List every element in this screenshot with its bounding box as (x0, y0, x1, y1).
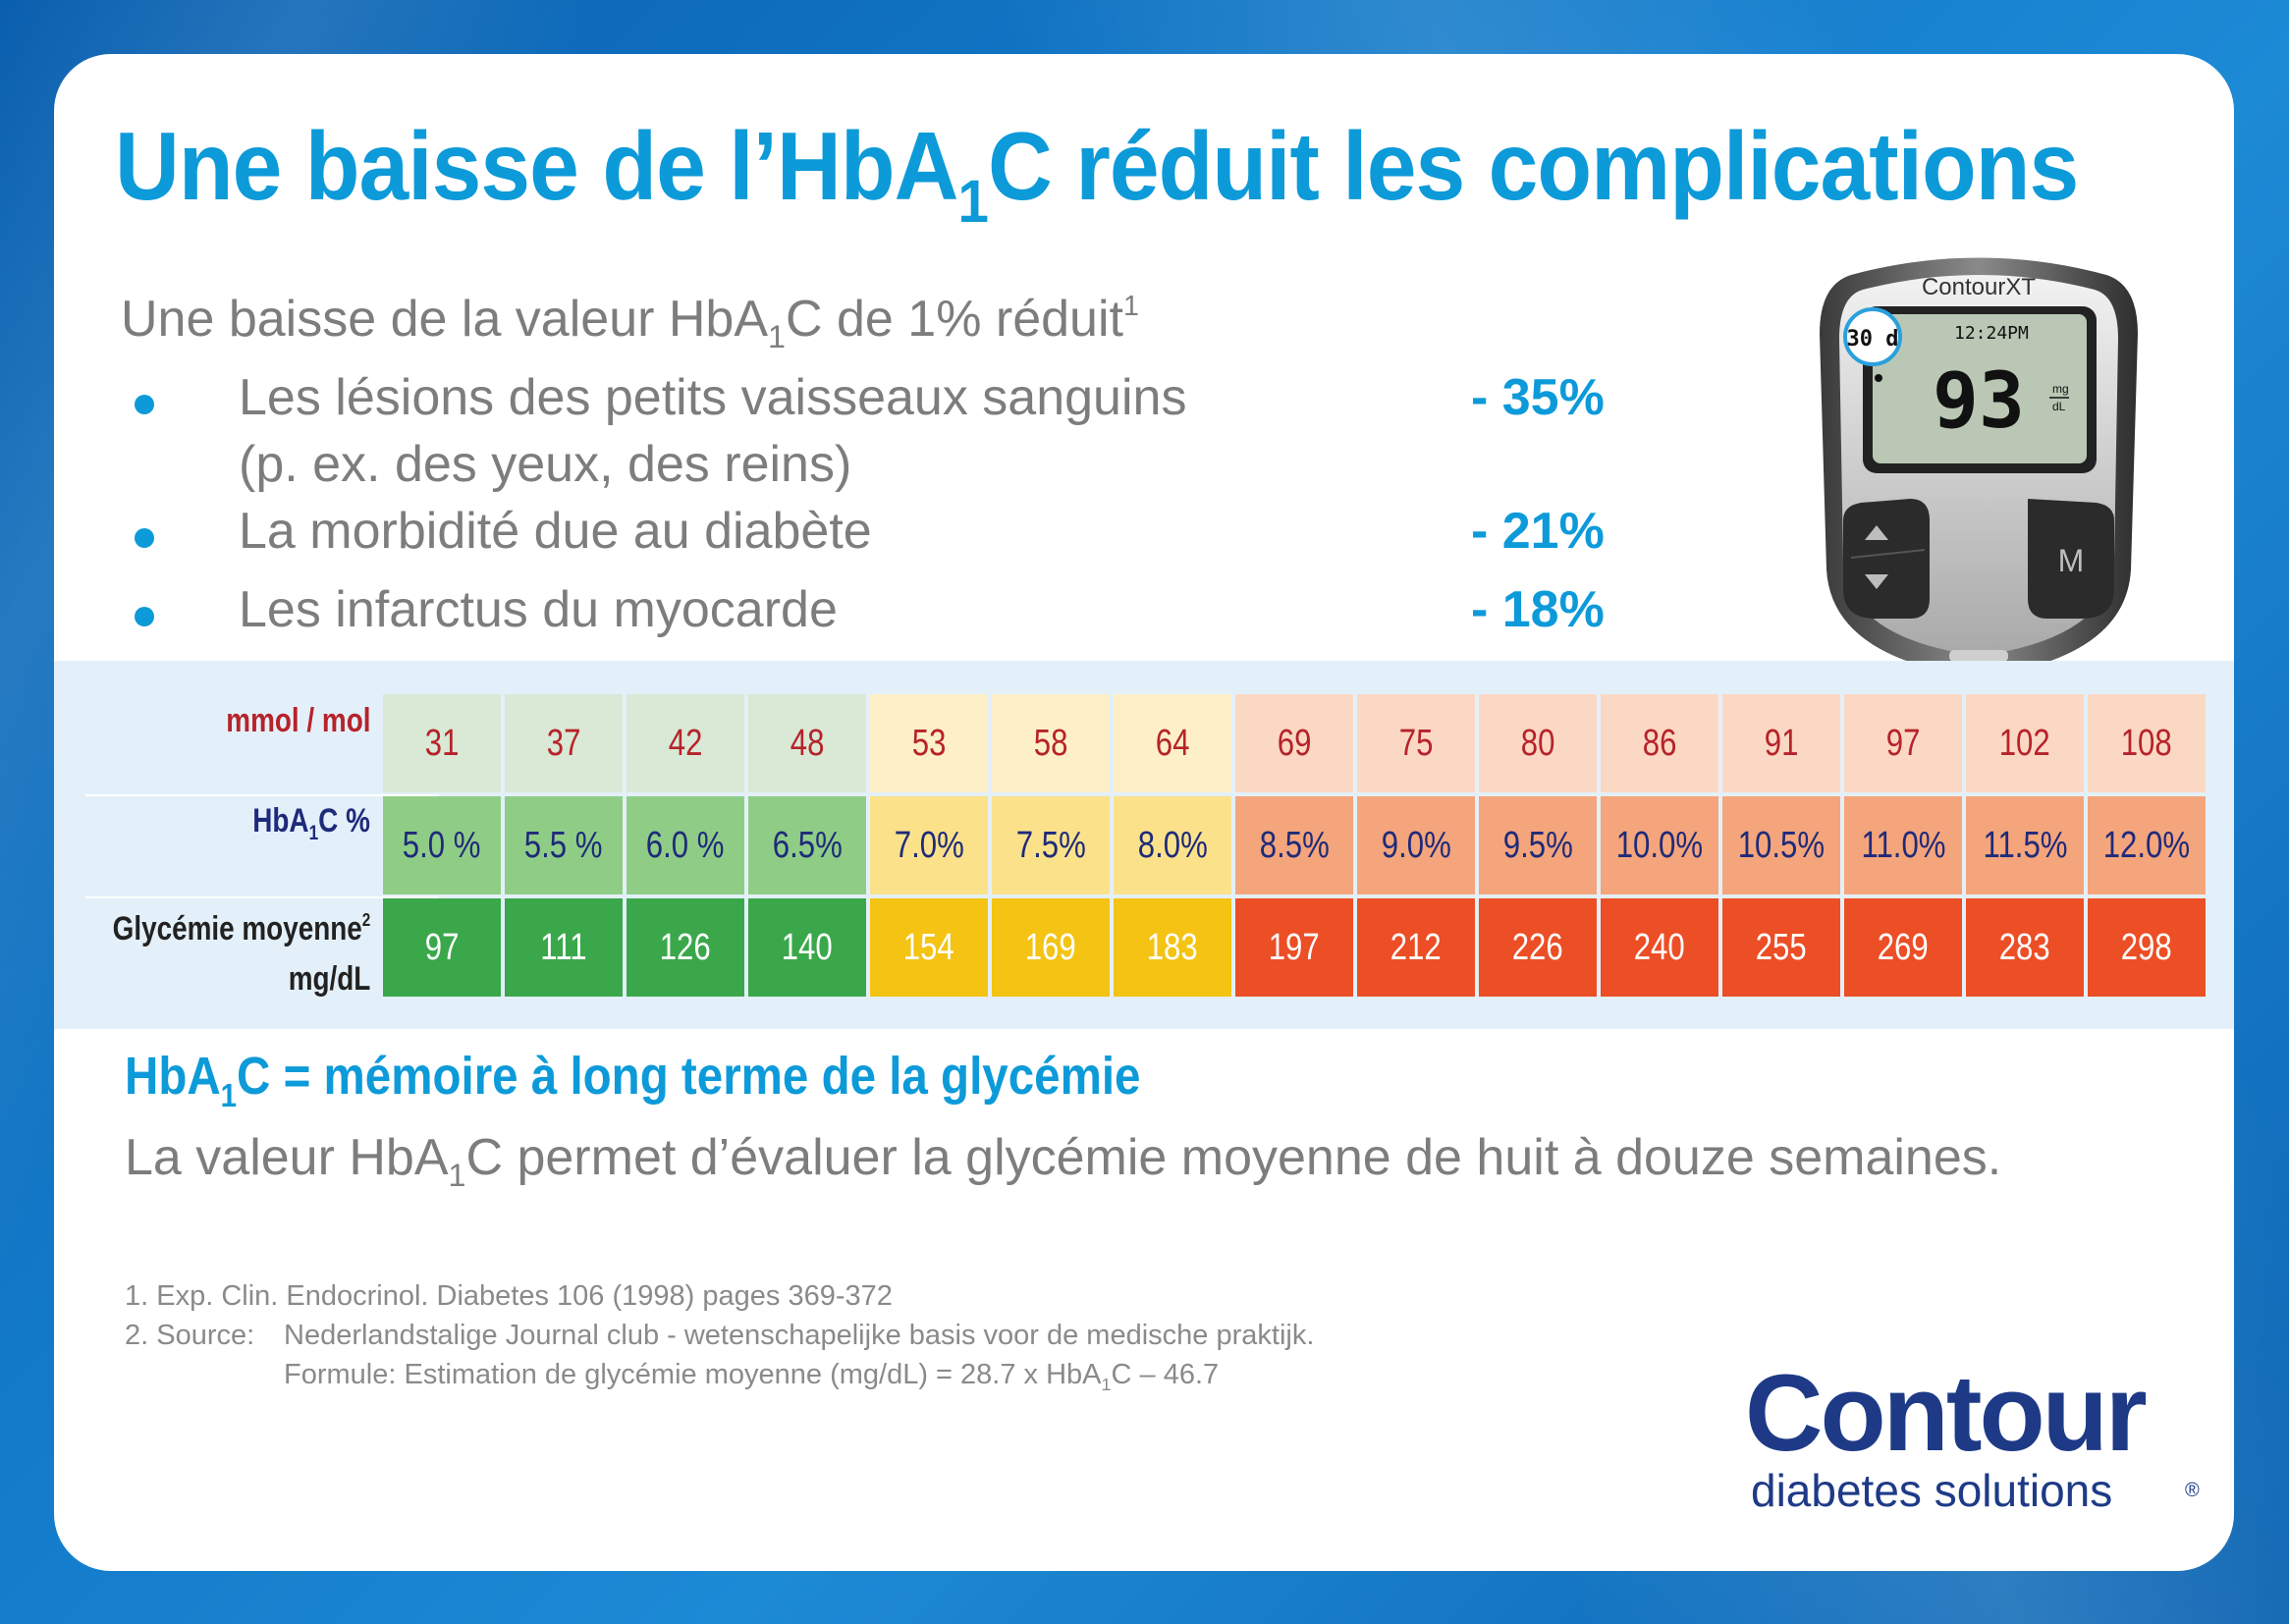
hba1c-cell: 12.0% (2088, 796, 2206, 894)
mmol-cell: 37 (505, 694, 623, 792)
hba1c-row: 5.0 % 5.5 % 6.0 % 6.5% 7.0% 7.5% 8.0% 8.5% 9.0% 9… (383, 796, 2209, 894)
page-title: Une baisse de l’HbA1C réduit les complic… (115, 112, 2079, 236)
glycemia-cell: 298 (2088, 898, 2206, 997)
hba1c-cell: 11.5% (1966, 796, 2084, 894)
glycemia-cell: 111 (505, 898, 623, 997)
benefit-item-continuation: (p. ex. des yeux, des reins) (121, 435, 1692, 502)
hba1c-cell: 6.0 % (627, 796, 744, 894)
glycemia-cell: 283 (1966, 898, 2084, 997)
glycemia-cell: 140 (748, 898, 866, 997)
intro-text: Une baisse de la valeur HbA1C de 1% rédu… (121, 290, 1139, 355)
row-label-mmol: mmol / mol (225, 702, 370, 739)
mmol-cell: 64 (1114, 694, 1231, 792)
hba1c-cell: 8.5% (1235, 796, 1353, 894)
mmol-cell: 102 (1966, 694, 2084, 792)
glycemia-cell: 240 (1601, 898, 1718, 997)
mmol-cell: 91 (1722, 694, 1840, 792)
glycemia-row: 97 111 126 140 154 169 183 197 212 226 240 255 269 28… (383, 898, 2209, 997)
hba1c-cell: 6.5% (748, 796, 866, 894)
hba1c-cell: 11.0% (1844, 796, 1962, 894)
glycemia-cell: 126 (627, 898, 744, 997)
benefit-percent: - 21% (1471, 503, 1605, 560)
glycemia-cell: 183 (1114, 898, 1231, 997)
hba1c-cell: 7.0% (870, 796, 988, 894)
benefit-text: Les infarctus du myocarde (239, 581, 838, 638)
glycemia-cell: 212 (1357, 898, 1475, 997)
benefits-list: Les lésions des petits vaisseaux sanguin… (121, 368, 1692, 647)
glycemia-cell: 154 (870, 898, 988, 997)
mmol-cell: 80 (1479, 694, 1597, 792)
mmol-row: 31 37 42 48 53 58 64 69 75 80 86 91 97 102 108 (383, 694, 2209, 792)
mmol-cell: 58 (992, 694, 1110, 792)
mmol-cell: 108 (2088, 694, 2206, 792)
glycemia-cell: 255 (1722, 898, 1840, 997)
hba1c-cell: 8.0% (1114, 796, 1231, 894)
memory-text: La valeur HbA1C permet d’évaluer la glyc… (125, 1129, 2002, 1194)
glycemia-cell: 169 (992, 898, 1110, 997)
meter-button-m: M (2058, 543, 2085, 578)
benefit-item: La morbidité due au diabète - 21% (121, 502, 1692, 568)
info-card: Une baisse de l’HbA1C réduit les complic… (54, 54, 2234, 1571)
mmol-cell: 97 (1844, 694, 1962, 792)
meter-reading: 93 (1933, 357, 2025, 446)
benefit-text: Les lésions des petits vaisseaux sanguin… (239, 369, 1187, 426)
hba1c-cell: 10.5% (1722, 796, 1840, 894)
benefit-percent: - 18% (1471, 581, 1605, 638)
bullet-icon (135, 607, 154, 626)
mmol-cell: 53 (870, 694, 988, 792)
mmol-cell: 69 (1235, 694, 1353, 792)
meter-badge: 30 d (1847, 327, 1899, 352)
hba1c-cell: 5.0 % (383, 796, 501, 894)
mmol-cell: 48 (748, 694, 866, 792)
memory-title: HbA1C = mémoire à long terme de la glycé… (125, 1047, 1141, 1114)
hba1c-cell: 10.0% (1601, 796, 1718, 894)
glycemia-cell: 97 (383, 898, 501, 997)
glycemia-cell: 226 (1479, 898, 1597, 997)
mmol-cell: 31 (383, 694, 501, 792)
meter-brand: ContourXT (1922, 274, 2036, 300)
benefit-text-line2: (p. ex. des yeux, des reins) (239, 436, 852, 493)
benefit-item: Les infarctus du myocarde - 18% (121, 580, 1692, 647)
row-divider (85, 794, 439, 796)
glycemia-cell: 197 (1235, 898, 1353, 997)
row-label-hba1c: HbA1C % (252, 802, 370, 844)
logo-tagline: diabetes solutions (1751, 1465, 2113, 1516)
row-label-glycemia: Glycémie moyenne2 mg/dL (112, 908, 370, 998)
mmol-cell: 86 (1601, 694, 1718, 792)
registered-mark: ® (2185, 1480, 2200, 1501)
mmol-cell: 42 (627, 694, 744, 792)
meter-time: 12:24PM (1954, 323, 2029, 344)
logo-wordmark: Contour (1745, 1353, 2148, 1474)
hba1c-cell: 9.0% (1357, 796, 1475, 894)
contour-logo: Contour ® diabetes solutions (1745, 1360, 2216, 1517)
hba1c-cell: 7.5% (992, 796, 1110, 894)
meter-unit-bottom: dL (2052, 400, 2066, 413)
hba1c-cell: 9.5% (1479, 796, 1597, 894)
glucose-meter-image: ContourXT 12:24PM 93 mg dL 30 d M (1812, 257, 2146, 695)
bullet-icon (135, 528, 154, 548)
benefit-item: Les lésions des petits vaisseaux sanguin… (121, 368, 1692, 435)
meter-unit-top: mg (2052, 382, 2069, 396)
benefit-text: La morbidité due au diabète (239, 503, 872, 560)
bullet-icon (135, 395, 154, 414)
benefit-percent: - 35% (1471, 369, 1605, 426)
glycemia-cell: 269 (1844, 898, 1962, 997)
row-divider (85, 896, 439, 898)
mmol-cell: 75 (1357, 694, 1475, 792)
hba1c-cell: 5.5 % (505, 796, 623, 894)
